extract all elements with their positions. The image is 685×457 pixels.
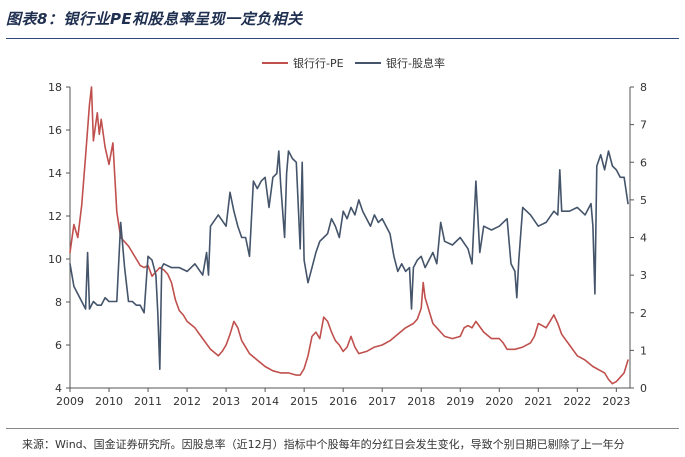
x-tick-label: 2020 <box>485 395 513 408</box>
x-tick-label: 2018 <box>407 395 435 408</box>
x-tick-label: 2022 <box>563 395 591 408</box>
right-tick-label: 8 <box>640 81 647 94</box>
title-divider <box>6 38 679 39</box>
chart-legend: 银行行-PE 银行-股息率 <box>262 56 445 70</box>
x-tick-label: 2021 <box>524 395 552 408</box>
x-tick-label: 2017 <box>368 395 396 408</box>
source-note: 来源：Wind、国金证券研究所。因股息率（近12月）指标中个股每年的分红日会发生… <box>22 438 625 451</box>
figure-title: 图表8：银行业PE和股息率呈现一定负相关 <box>6 10 303 28</box>
legend-label: 银行行-PE <box>293 56 344 70</box>
right-tick-label: 3 <box>640 269 647 282</box>
left-tick-label: 8 <box>55 296 62 309</box>
x-tick-label: 2015 <box>290 395 318 408</box>
right-tick-label: 2 <box>640 307 647 320</box>
x-tick-label: 2012 <box>173 395 201 408</box>
right-tick-label: 5 <box>640 194 647 207</box>
series-line-dividend-yield <box>69 150 629 371</box>
left-tick-label: 14 <box>48 167 62 180</box>
x-tick-label: 2023 <box>602 395 630 408</box>
footer-divider <box>6 428 679 429</box>
chart-series <box>69 86 629 385</box>
x-tick-label: 2016 <box>329 395 357 408</box>
x-tick-label: 2010 <box>95 395 123 408</box>
series-line-pe <box>69 86 629 385</box>
x-tick-label: 2013 <box>212 395 240 408</box>
left-tick-label: 12 <box>48 210 62 223</box>
left-tick-label: 18 <box>48 81 62 94</box>
right-tick-label: 6 <box>640 156 647 169</box>
right-tick-label: 7 <box>640 119 647 132</box>
left-tick-label: 16 <box>48 124 62 137</box>
x-tick-label: 2011 <box>134 395 162 408</box>
x-tick-label: 2019 <box>446 395 474 408</box>
x-tick-label: 2014 <box>251 395 279 408</box>
left-tick-label: 10 <box>48 253 62 266</box>
legend-label: 银行-股息率 <box>386 56 445 70</box>
left-tick-label: 4 <box>55 382 62 395</box>
x-tick-label: 2009 <box>56 395 84 408</box>
left-tick-label: 6 <box>55 339 62 352</box>
right-tick-label: 1 <box>640 344 647 357</box>
right-tick-label: 4 <box>640 232 647 245</box>
right-tick-label: 0 <box>640 382 647 395</box>
